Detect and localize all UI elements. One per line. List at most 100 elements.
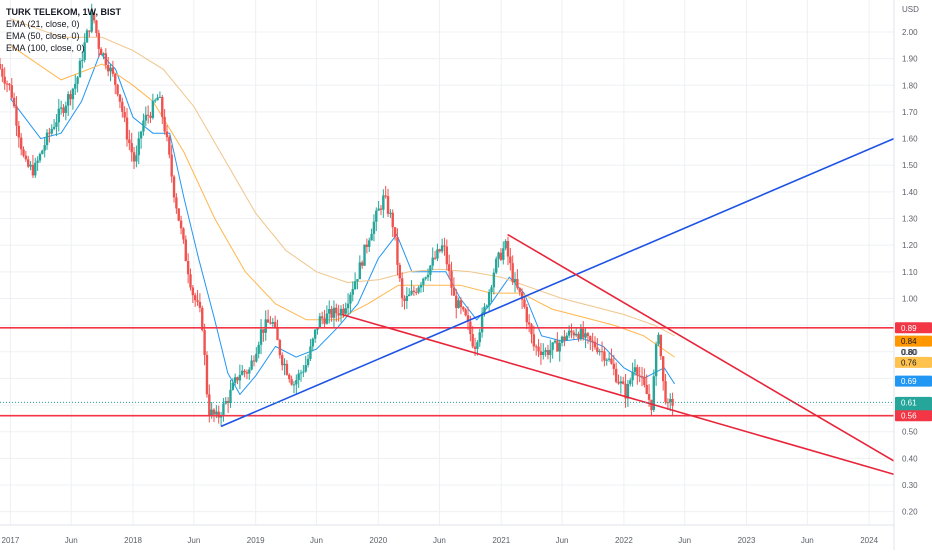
candle-body xyxy=(633,367,637,373)
candle-body xyxy=(95,20,98,34)
candle-body xyxy=(396,237,399,265)
trendline xyxy=(341,313,895,476)
candle-body xyxy=(231,382,235,390)
time-axis[interactable]: 2017 Jun 2018 Jun 2019 Jun 2020 Jun 2021 Jun 2022 J… xyxy=(0,524,894,545)
candle-body xyxy=(74,83,77,89)
candle-body xyxy=(631,372,634,381)
candle-body xyxy=(170,154,173,177)
candle-body xyxy=(328,308,331,314)
candle-body xyxy=(403,298,406,301)
candle-body xyxy=(669,398,672,403)
candle-body xyxy=(102,53,105,55)
candle-body xyxy=(311,338,314,347)
candle-body xyxy=(636,367,639,376)
candle-body xyxy=(450,271,453,288)
candle-body xyxy=(76,77,79,84)
candle-body xyxy=(457,300,460,309)
y-tick-label: 0.20 xyxy=(902,508,918,517)
candle-body xyxy=(342,308,345,314)
candle-body xyxy=(81,59,84,61)
ema-line xyxy=(10,44,675,358)
candle-body xyxy=(363,244,366,266)
y-tick-label: 1.00 xyxy=(902,294,918,303)
ema100-legend[interactable]: EMA (100, close, 0) xyxy=(6,43,85,53)
x-tick-label: 2017 xyxy=(2,536,20,545)
candle-body xyxy=(429,265,432,275)
candle-body xyxy=(0,63,2,69)
candle-body xyxy=(603,351,606,361)
candle-body xyxy=(146,114,150,116)
trendline xyxy=(507,233,895,462)
candle-body xyxy=(560,336,564,343)
candle-body xyxy=(596,347,599,353)
candle-body xyxy=(344,308,347,314)
candle-body xyxy=(62,107,65,113)
candle-body xyxy=(551,342,554,350)
candle-body xyxy=(652,376,655,411)
x-tick-label: Jun xyxy=(310,536,323,545)
ema21-legend[interactable]: EMA (21, close, 0) xyxy=(6,19,80,29)
candle-body xyxy=(574,333,578,336)
candle-body xyxy=(99,48,103,55)
candle-body xyxy=(478,332,481,343)
chart-legend: TURK TELEKOM, 1W, BIST EMA (21, close, 0… xyxy=(6,6,121,54)
candle-body xyxy=(281,355,284,366)
candle-body xyxy=(622,381,625,384)
candle-body xyxy=(320,316,324,319)
candle-body xyxy=(292,384,296,386)
candle-body xyxy=(447,264,451,272)
candle-body xyxy=(537,346,540,352)
candle-body xyxy=(55,122,58,127)
candle-body xyxy=(67,94,70,106)
candle-body xyxy=(542,351,545,355)
candle-body xyxy=(318,316,322,328)
candle-body xyxy=(48,132,51,134)
candle-body xyxy=(659,334,663,357)
candle-body xyxy=(534,346,538,348)
candle-body xyxy=(64,105,68,113)
candle-body xyxy=(640,376,644,378)
candle-body xyxy=(304,365,307,372)
trendline xyxy=(220,137,895,428)
candle-body xyxy=(391,212,394,228)
candle-body xyxy=(607,358,611,360)
price-axis[interactable]: 2.00 1.90 1.80 1.70 1.60 1.50 1.40 1.30 1.20 1.10… xyxy=(893,0,919,550)
candle-body xyxy=(523,299,526,308)
candle-body xyxy=(520,292,524,300)
candle-body xyxy=(546,350,550,355)
ema50-legend[interactable]: EMA (50, close, 0) xyxy=(6,31,80,41)
candle-body xyxy=(335,307,338,314)
candle-body xyxy=(139,131,143,139)
candle-body xyxy=(422,278,425,285)
candle-body xyxy=(459,300,463,308)
candle-body xyxy=(516,279,519,288)
candle-body xyxy=(351,289,354,295)
candle-body xyxy=(426,274,430,278)
candle-body xyxy=(8,83,11,86)
candle-body xyxy=(619,381,623,384)
candle-body xyxy=(182,228,185,240)
drawings xyxy=(0,137,895,476)
candle-body xyxy=(27,159,30,167)
candle-body xyxy=(273,322,277,328)
candle-body xyxy=(365,244,369,247)
candle-body xyxy=(184,239,187,262)
candle-body xyxy=(19,137,23,150)
candle-body xyxy=(346,303,350,309)
candle-body xyxy=(217,411,220,418)
y-tick-label: 0.30 xyxy=(902,481,918,490)
candle-body xyxy=(589,336,592,341)
candle-body xyxy=(572,332,576,336)
candle-body xyxy=(1,68,4,77)
candle-body xyxy=(111,67,115,74)
currency-label: USD xyxy=(902,5,919,14)
candle-body xyxy=(196,300,199,302)
candle-body xyxy=(128,139,131,144)
candle-body xyxy=(518,287,521,293)
candle-body xyxy=(116,84,119,95)
candle-body xyxy=(375,210,378,222)
candle-body xyxy=(250,360,253,370)
candle-body xyxy=(290,379,293,385)
